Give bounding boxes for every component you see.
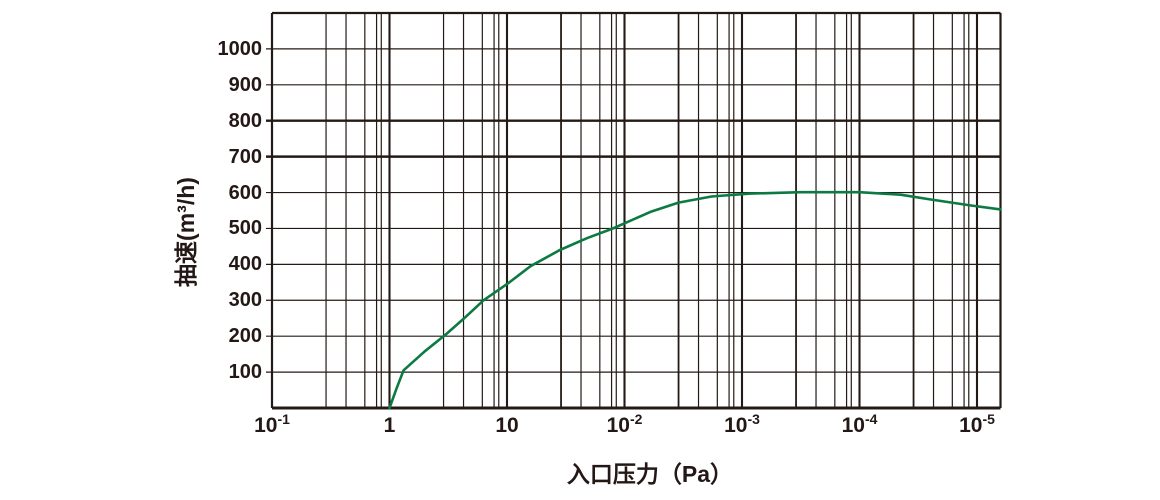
- y-tick-label: 300: [228, 289, 262, 312]
- x-tick-label: 10-3: [724, 411, 760, 437]
- y-tick-label: 400: [228, 253, 262, 276]
- y-tick-label: 100: [228, 361, 262, 384]
- x-axis-title: 入口压力（Pa）: [566, 461, 734, 487]
- y-tick-label: 900: [228, 73, 262, 96]
- y-tick-label: 700: [228, 145, 262, 168]
- y-tick-label: 500: [228, 217, 262, 240]
- y-tick-label: 600: [228, 181, 262, 204]
- x-tick-label: 10-2: [606, 411, 643, 437]
- y-axis-title: 抽速(m³/h): [173, 177, 199, 287]
- x-tick-label: 10-1: [254, 411, 290, 437]
- speed-curve: [388, 190, 1002, 410]
- x-tick-label: 10-5: [959, 411, 995, 437]
- y-tick-label: 200: [228, 325, 262, 348]
- x-tick-label: 10: [495, 414, 519, 437]
- y-tick-label: 800: [228, 109, 262, 132]
- x-tick-label: 1: [383, 414, 396, 437]
- x-tick-label: 10-4: [841, 411, 878, 437]
- y-tick-label: 1000: [217, 37, 263, 60]
